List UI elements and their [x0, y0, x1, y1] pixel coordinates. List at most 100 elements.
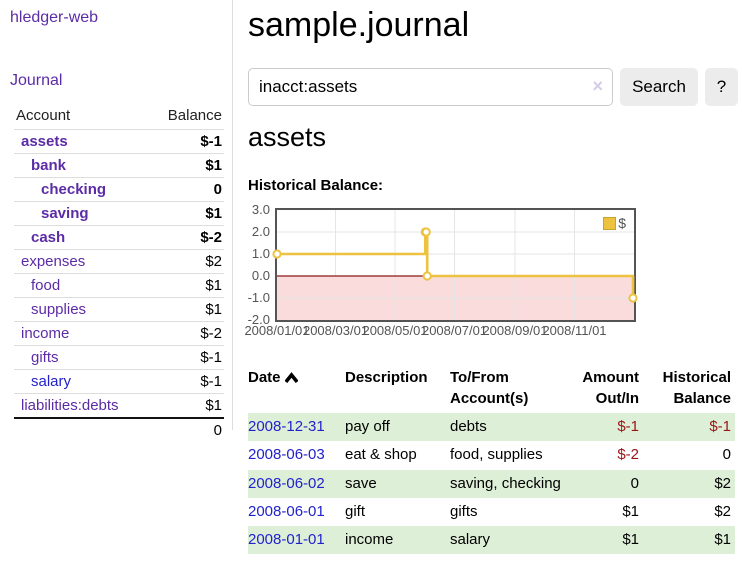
register-description: save: [345, 469, 450, 498]
account-link[interactable]: liabilities:debts: [21, 397, 119, 414]
journal-link[interactable]: Journal: [10, 72, 63, 89]
account-link[interactable]: checking: [14, 177, 150, 202]
register-date-link[interactable]: 2008-06-02: [248, 469, 345, 498]
legend-label: $: [618, 215, 626, 231]
x-axis-tick-label: 2008/03/01: [302, 323, 369, 338]
account-link[interactable]: salary: [14, 369, 150, 394]
register-column-header: To/From Account(s): [450, 363, 581, 413]
account-balance: $1: [205, 397, 222, 414]
y-axis-tick-label: 1.0: [251, 246, 270, 261]
accounts-total-row: 0: [14, 417, 224, 442]
header-label: Account(s): [450, 390, 529, 407]
page-title: sample.journal: [248, 6, 470, 44]
account-row: liabilities:debts $1: [14, 394, 224, 419]
search-button[interactable]: Search: [620, 68, 698, 106]
register-column-header: Amount Out/In: [581, 363, 643, 413]
register-balance: $1: [643, 526, 735, 555]
register-date-link[interactable]: 2008-06-03: [248, 446, 325, 464]
account-row: supplies $1: [14, 297, 224, 322]
account-link[interactable]: saving: [14, 201, 150, 226]
help-button[interactable]: ?: [705, 68, 738, 106]
account-balance: $-2: [149, 321, 224, 346]
account-column-header: Account: [14, 104, 150, 130]
header-label: Date: [248, 369, 281, 386]
register-column-header[interactable]: Date: [248, 363, 345, 413]
chart-plot-area: $: [272, 208, 638, 322]
account-balance: 0: [149, 177, 224, 202]
balance-chart: $ 3.0 2.0 1.0 0.0 -1.0 -2.0 2008/01/01 2008/03/…: [244, 197, 738, 338]
account-row: saving $1: [14, 201, 224, 226]
y-axis-tick-label: 0.0: [251, 268, 270, 283]
transaction-row: 2008-06-03 eat & shop food, supplies $-2 0: [248, 441, 735, 469]
register-accounts: saving, checking: [450, 469, 581, 498]
register-balance: 0: [722, 446, 731, 464]
account-row: expenses $2: [14, 249, 224, 274]
transaction-row: 2008-06-02 save saving, checking 0 $2: [248, 469, 735, 498]
register-date-link[interactable]: 2008-12-31: [248, 413, 345, 442]
register-accounts: debts: [450, 413, 581, 442]
account-balance: $1: [149, 201, 224, 226]
register-table: Date Description To/From Account(s) Amount Ou…: [248, 363, 735, 555]
account-link[interactable]: cash: [14, 225, 150, 250]
header-label: Historical: [662, 369, 731, 386]
x-axis-tick-label: 2008/07/01: [421, 323, 488, 338]
y-axis-tick-label: -2.0: [247, 312, 270, 327]
register-balance: $2: [714, 502, 731, 520]
account-heading: assets: [248, 122, 327, 152]
account-balance: $-1: [149, 129, 224, 154]
accounts-header-row: Account Balance: [14, 104, 224, 130]
register-amount: $1: [622, 502, 639, 520]
search-box: ×: [248, 68, 613, 106]
chart-title: Historical Balance:: [248, 177, 384, 194]
account-balance: $1: [149, 273, 224, 298]
account-link[interactable]: supplies: [14, 297, 150, 322]
register-amount: 0: [581, 469, 643, 498]
account-link[interactable]: assets: [14, 129, 150, 154]
register-accounts: gifts: [450, 502, 478, 520]
transaction-row: 2008-01-01 income salary $1 $1: [248, 526, 735, 555]
account-balance: $1: [149, 153, 224, 178]
account-row: assets $-1: [14, 129, 224, 154]
sidebar: hledger-web Journal Account Balance asse…: [0, 0, 233, 442]
account-link[interactable]: bank: [14, 153, 150, 178]
main-content: sample.journal × Search ? assets Histori…: [244, 0, 738, 555]
register-header-row: Date Description To/From Account(s) Amount Ou…: [248, 363, 735, 413]
transaction-row: 2008-06-01 gift gifts $1 $2: [248, 498, 735, 526]
account-row: bank $1: [14, 153, 224, 178]
transaction-row: 2008-12-31 pay off debts $-1 $-1: [248, 413, 735, 442]
app-title-link[interactable]: hledger-web: [10, 9, 99, 26]
register-date-link[interactable]: 2008-06-01: [248, 502, 325, 520]
register-accounts: salary: [450, 526, 581, 555]
header-label: Description: [345, 369, 428, 386]
account-link[interactable]: food: [14, 273, 150, 298]
account-link[interactable]: income: [14, 321, 150, 346]
register-date-link[interactable]: 2008-01-01: [248, 526, 345, 555]
x-axis-tick-label: 2008/11/01: [542, 323, 607, 338]
register-accounts: food, supplies: [450, 446, 543, 464]
account-link[interactable]: gifts: [14, 345, 150, 370]
clear-search-icon[interactable]: ×: [592, 76, 603, 96]
register-description: eat & shop: [345, 446, 417, 464]
search-input[interactable]: [248, 68, 613, 106]
x-axis-tick-label: 2008/09/01: [482, 323, 548, 338]
balance-column-header: Balance: [149, 104, 224, 130]
legend-swatch-icon: [603, 216, 617, 230]
account-balance: $-1: [149, 345, 224, 370]
register-description: income: [345, 526, 450, 555]
account-balance: $1: [149, 297, 224, 322]
account-row: income $-2: [14, 321, 224, 346]
header-label: To/From: [450, 369, 509, 386]
account-row: cash $-2: [14, 225, 224, 250]
y-axis-tick-label: 3.0: [251, 202, 270, 217]
register-column-header: Historical Balance: [643, 363, 735, 413]
register-balance: $2: [643, 469, 735, 498]
account-link[interactable]: expenses: [14, 249, 150, 274]
chart-legend: $: [603, 215, 626, 231]
register-description: pay off: [345, 413, 450, 442]
account-row: salary $-1: [14, 369, 224, 394]
y-axis-tick-label: 2.0: [251, 224, 270, 239]
register-balance: $-1: [643, 413, 735, 442]
register-amount: $1: [581, 526, 643, 555]
header-label: Amount: [582, 369, 639, 386]
header-label: Out/In: [595, 390, 639, 407]
